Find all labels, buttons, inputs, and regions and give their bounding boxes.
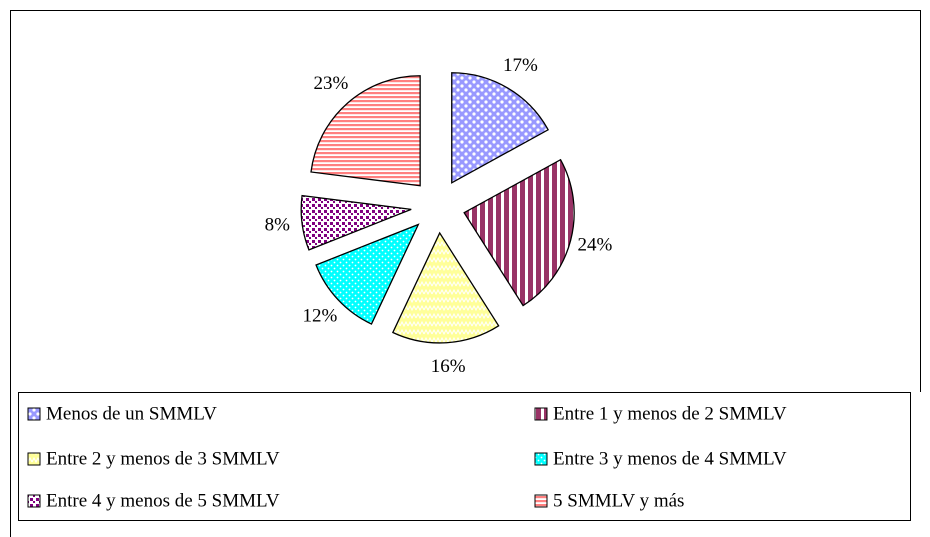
legend-swatch	[534, 494, 548, 508]
legend-label: Entre 1 y menos de 2 SMMLV	[553, 403, 787, 424]
slice-label: 17%	[503, 55, 538, 76]
chart-frame	[10, 10, 921, 537]
pie-slice	[391, 231, 500, 344]
legend-label: Entre 3 y menos de 4 SMMLV	[553, 448, 787, 469]
legend-box	[18, 392, 911, 521]
legend-swatch	[534, 452, 548, 466]
pie-slice	[300, 194, 412, 251]
slice-label: 12%	[302, 305, 337, 326]
slice-label: 23%	[313, 73, 348, 94]
pie-slice	[463, 158, 575, 307]
slice-label: 8%	[265, 215, 291, 236]
pie-slice	[315, 223, 420, 325]
legend-swatch	[27, 494, 41, 508]
legend-label: Entre 2 y menos de 3 SMMLV	[46, 448, 280, 469]
legend-label: Menos de un SMMLV	[46, 403, 217, 424]
legend-swatch	[27, 407, 41, 421]
slice-label: 24%	[577, 235, 612, 256]
legend-label: 5 SMMLV y más	[553, 490, 684, 511]
legend-swatch	[27, 452, 41, 466]
slice-label: 16%	[431, 356, 466, 377]
legend-label: Entre 4 y menos de 5 SMMLV	[46, 490, 280, 511]
pie-slice	[451, 72, 550, 184]
legend-swatch	[534, 407, 548, 421]
pie-slice	[310, 75, 421, 187]
